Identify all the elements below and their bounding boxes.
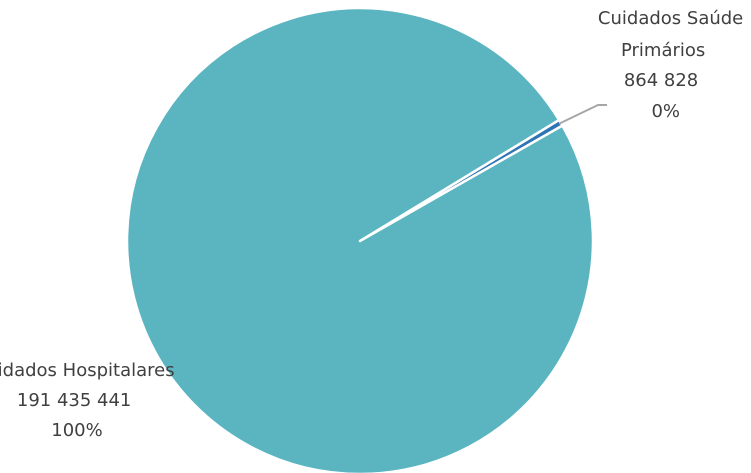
slice-label-hospitalares-line2: 191 435 441 xyxy=(17,390,132,411)
leader-line xyxy=(558,104,607,125)
slice-label-hospitalares: Cuidados Hospitalares 191 435 441 100% xyxy=(0,360,180,441)
pie-slices xyxy=(125,6,595,473)
slice-label-primarios-line1: Cuidados Saúde xyxy=(598,8,743,29)
slice-label-primarios-value: 864 828 xyxy=(624,70,698,91)
slice-label-primarios: Cuidados Saúde Primários 864 828 0% xyxy=(598,8,749,122)
pie-slice-hospitalares xyxy=(125,6,595,473)
slice-label-hospitalares-line1: Cuidados Hospitalares xyxy=(0,360,175,381)
slice-label-primarios-percent: 0% xyxy=(651,101,680,122)
slice-label-hospitalares-value: 100% xyxy=(51,420,102,441)
slice-label-primarios-line2: Primários xyxy=(621,40,705,61)
